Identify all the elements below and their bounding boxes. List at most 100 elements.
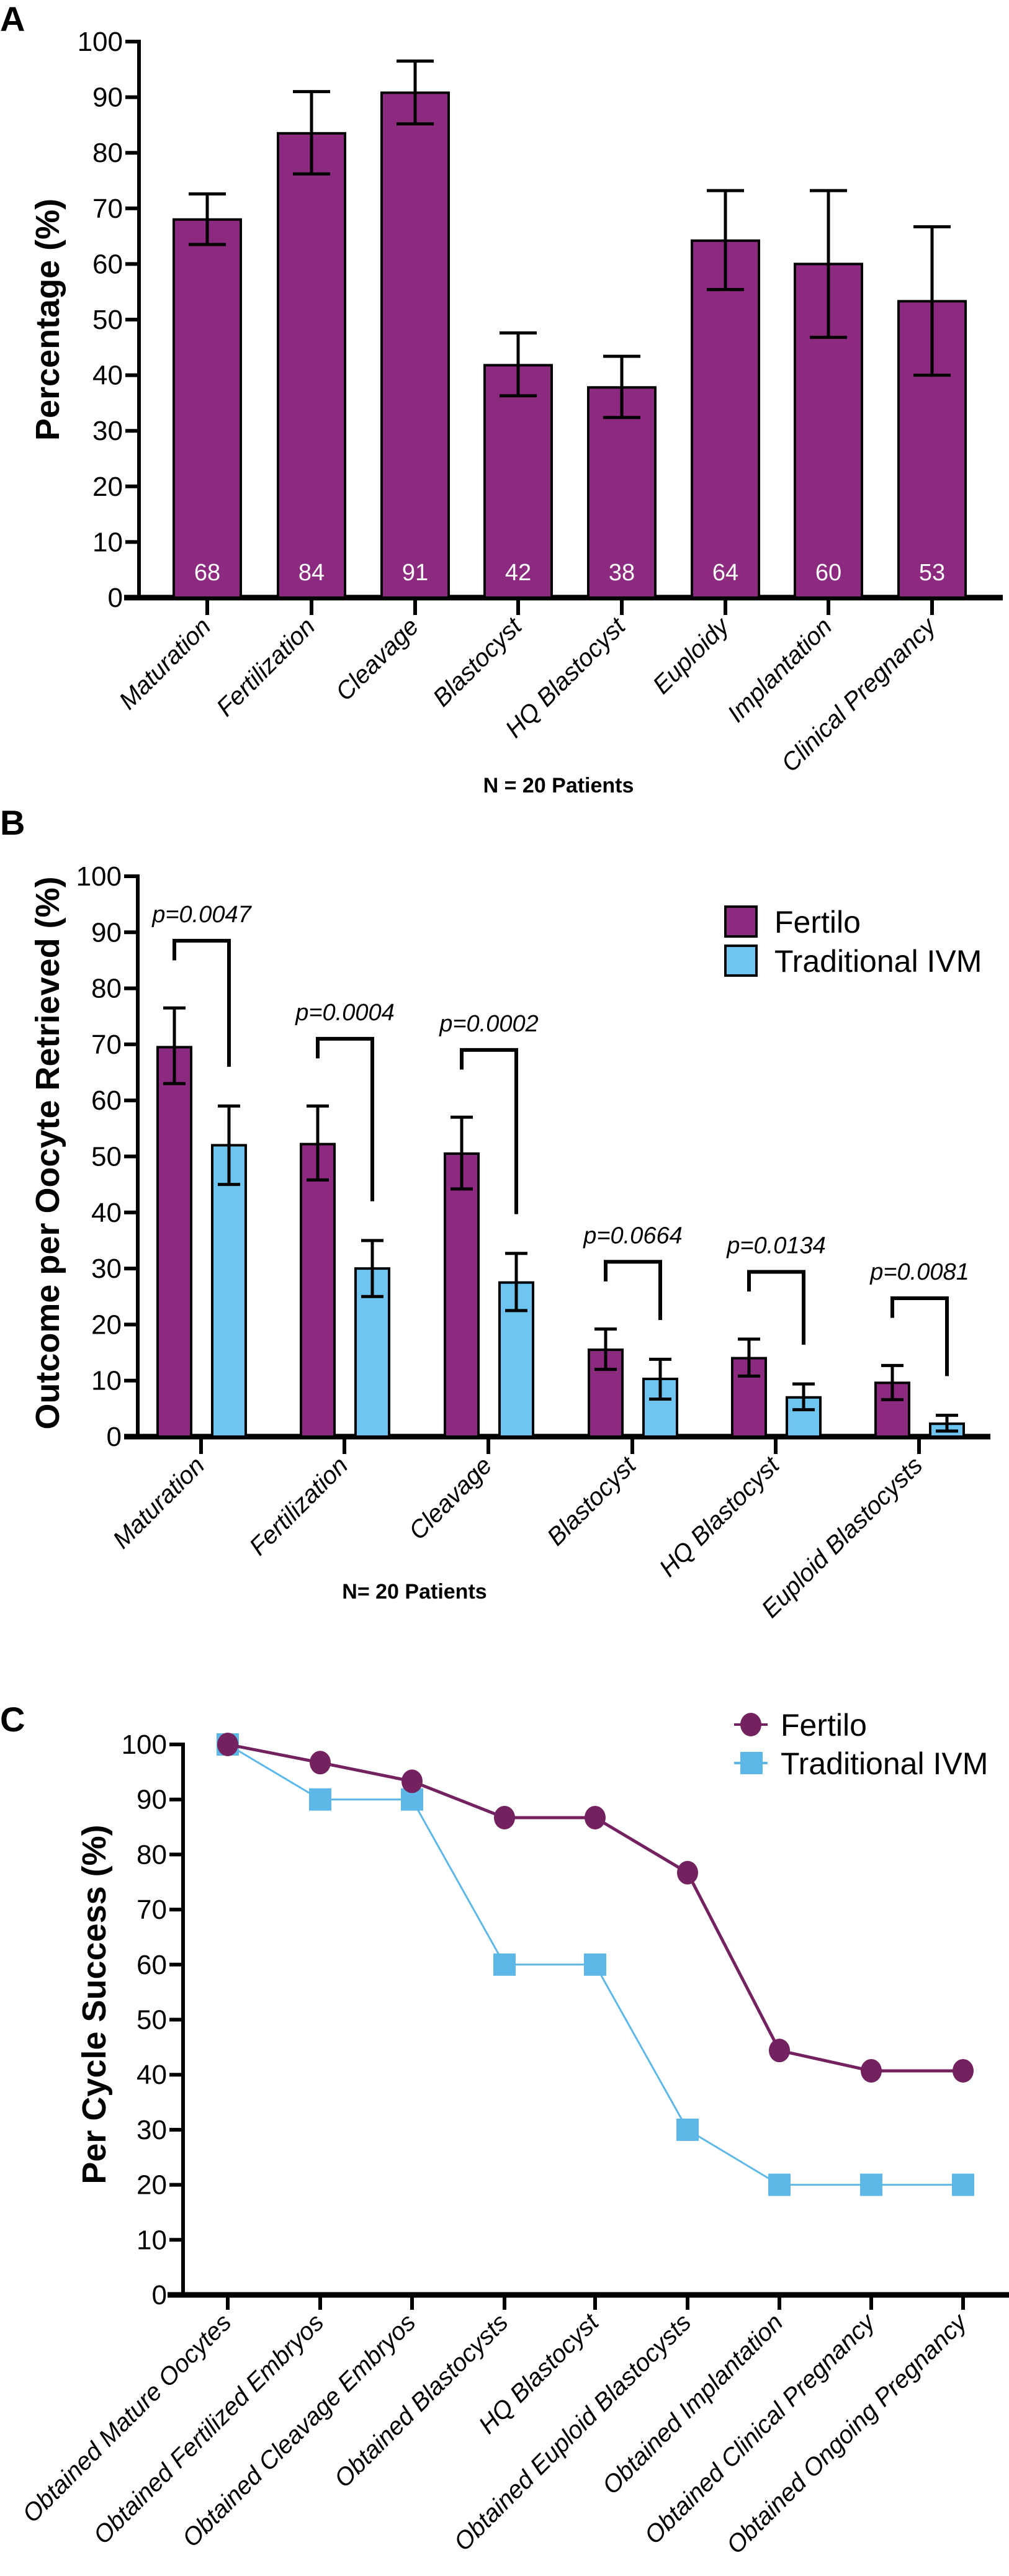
error-bar <box>451 1115 473 1191</box>
bar-data-label: 42 <box>505 560 531 586</box>
error-bar <box>307 1104 329 1182</box>
error-bar <box>500 331 537 398</box>
y-tick-label: 40 <box>137 2060 167 2090</box>
legend-label: Traditional IVM <box>781 1746 988 1781</box>
x-tick-label: Fertilization <box>244 1452 354 1561</box>
panel-label-c: C <box>0 1700 25 1739</box>
y-tick-label: 10 <box>91 1366 122 1396</box>
x-axis-note: N= 20 Patients <box>342 1580 487 1604</box>
error-bar <box>913 225 951 377</box>
data-point-square <box>860 2173 882 2196</box>
significance-bracket <box>890 1296 949 1376</box>
y-tick-label: 30 <box>91 1254 122 1284</box>
legend-item-traditional-ivm <box>724 945 758 977</box>
data-point-square <box>676 2118 699 2141</box>
significance-bracket <box>316 1036 374 1201</box>
x-tick-label: Euploid Blastocysts <box>756 1452 928 1623</box>
bar <box>691 239 760 599</box>
bar-data-label: 84 <box>298 560 325 586</box>
y-tick-label: 60 <box>91 1085 122 1116</box>
y-tick-label: 60 <box>92 249 123 279</box>
panel-label-a: A <box>0 0 25 38</box>
data-point-circle <box>585 1805 606 1829</box>
y-tick-label: 40 <box>92 361 123 391</box>
p-value-label: p=0.0081 <box>869 1259 969 1285</box>
legend-circle-marker <box>740 1713 761 1736</box>
y-tick-label: 20 <box>137 2170 167 2201</box>
bar <box>277 132 346 599</box>
y-tick-label: 90 <box>137 1785 167 1815</box>
error-bar <box>792 1382 815 1412</box>
y-tick-label: 50 <box>92 305 123 335</box>
error-bar <box>594 1327 617 1371</box>
significance-bracket <box>173 938 231 1067</box>
data-point-square <box>768 2173 791 2196</box>
bar-data-label: 64 <box>712 560 738 586</box>
series-line-fertilo <box>227 1743 963 2073</box>
y-axis-title: Per Cycle Success (%) <box>76 1824 113 2184</box>
y-tick-label: 10 <box>92 527 123 557</box>
y-tick-label: 40 <box>91 1198 122 1228</box>
data-point-square <box>952 2173 974 2196</box>
error-bar <box>738 1337 760 1378</box>
significance-bracket <box>747 1270 805 1345</box>
data-point-square <box>309 1788 331 1811</box>
bar <box>173 218 242 599</box>
bar-data-label: 38 <box>609 560 635 586</box>
panel-label-b: B <box>0 803 25 842</box>
y-tick-label: 100 <box>78 27 123 57</box>
y-tick-label: 80 <box>137 1839 167 1870</box>
data-point-circle <box>769 2039 790 2063</box>
y-tick-label: 60 <box>137 1950 167 1980</box>
x-tick-label: Obtained Implantation <box>598 2309 789 2500</box>
bar-data-label: 91 <box>402 560 428 586</box>
y-tick-label: 0 <box>108 583 123 613</box>
p-value-label: p=0.0664 <box>583 1223 683 1249</box>
data-point-circle <box>310 1751 331 1775</box>
y-tick-label: 90 <box>91 917 122 948</box>
error-bar <box>189 192 226 246</box>
y-tick-label: 0 <box>107 1422 122 1452</box>
legend-swatch <box>724 945 758 977</box>
p-value-label: p=0.0047 <box>151 902 252 928</box>
data-point-circle <box>217 1733 238 1756</box>
error-bar <box>293 90 330 176</box>
x-tick-label: Cleavage <box>404 1452 498 1545</box>
error-bar <box>707 189 744 292</box>
error-bar <box>163 1006 186 1085</box>
data-point-circle <box>677 1860 698 1885</box>
bar-traditional-ivm <box>211 1144 247 1438</box>
significance-bracket <box>604 1260 662 1321</box>
x-tick-label: Implantation <box>722 613 837 727</box>
x-tick-label: Cleavage <box>331 613 424 706</box>
p-value-label: p=0.0004 <box>295 1000 395 1026</box>
y-tick-label: 10 <box>137 2225 167 2255</box>
legend-square-marker <box>740 1752 763 1774</box>
bar-fertilo <box>444 1152 480 1438</box>
y-tick-label: 90 <box>92 83 123 113</box>
data-point-circle <box>401 1769 423 1793</box>
bar <box>380 91 450 599</box>
legend-item-fertilo <box>734 1713 768 1736</box>
bar-data-label: 60 <box>815 560 841 586</box>
y-tick-label: 20 <box>91 1309 122 1340</box>
error-bar <box>936 1414 958 1433</box>
y-axis-title: Percentage (%) <box>29 199 66 441</box>
bar-data-label: 68 <box>194 560 220 586</box>
y-tick-label: 70 <box>137 1895 167 1925</box>
y-tick-label: 100 <box>122 1730 167 1760</box>
y-tick-label: 0 <box>152 2280 167 2310</box>
error-bar <box>881 1363 904 1401</box>
x-tick-label: Euploidy <box>648 611 736 699</box>
y-tick-label: 80 <box>91 974 122 1004</box>
p-value-label: p=0.0134 <box>726 1233 826 1259</box>
data-point-circle <box>861 2058 882 2083</box>
y-tick-label: 70 <box>91 1030 122 1060</box>
data-point-square <box>584 1953 606 1976</box>
error-bar <box>361 1239 383 1298</box>
x-tick-label: HQ Blastocyst <box>654 1451 786 1582</box>
bar-fertilo <box>300 1142 336 1438</box>
significance-bracket <box>460 1048 518 1214</box>
error-bar <box>810 189 847 339</box>
bar-data-label: 53 <box>919 560 945 586</box>
